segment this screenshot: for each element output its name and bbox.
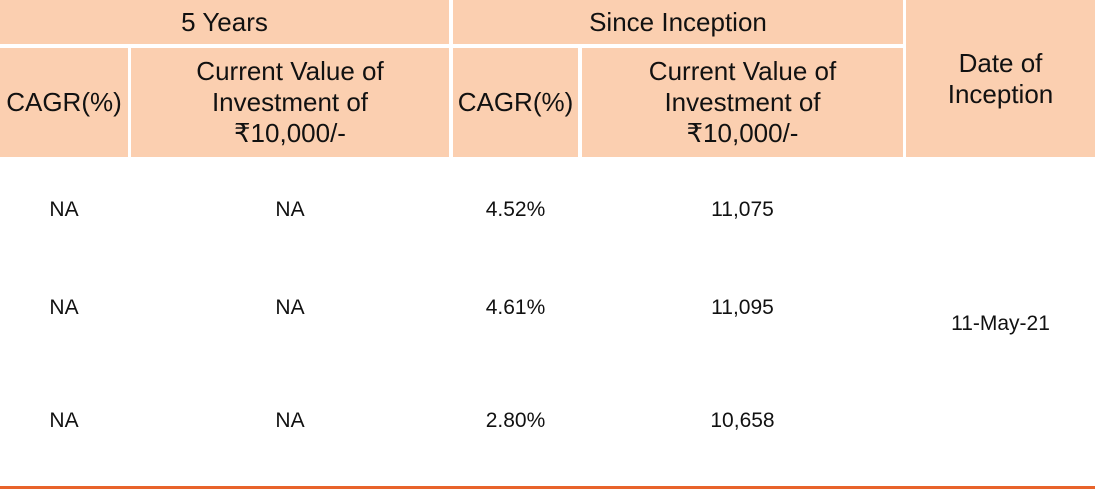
group-header-since-inception: Since Inception	[453, 0, 903, 44]
group-header-5-years: 5 Years	[0, 0, 449, 44]
row1-value-si: 11,075	[711, 198, 774, 221]
row3-cagr-si: 2.80%	[485, 409, 546, 432]
row3-value-5y: NA	[275, 409, 305, 432]
date-of-inception-value: 11-May-21	[951, 312, 1050, 335]
bottom-rule	[0, 486, 1095, 489]
header-date-of-inception: Date of Inception	[906, 0, 1095, 157]
row2-cagr-si: 4.61%	[485, 296, 546, 319]
row2-cagr-5y: NA	[49, 296, 79, 319]
header-cagr-5y: CAGR(%)	[0, 48, 128, 157]
header-value-5y: Current Value of Investment of ₹10,000/-	[131, 48, 449, 157]
header-cagr-si: CAGR(%)	[453, 48, 578, 157]
row3-cagr-5y: NA	[49, 409, 79, 432]
row2-value-si: 11,095	[711, 296, 774, 319]
row2-value-5y: NA	[275, 296, 305, 319]
row1-cagr-si: 4.52%	[485, 198, 546, 221]
header-value-si: Current Value of Investment of ₹10,000/-	[582, 48, 903, 157]
row3-value-si: 10,658	[710, 409, 775, 432]
row1-value-5y: NA	[275, 198, 305, 221]
row1-cagr-5y: NA	[49, 198, 79, 221]
